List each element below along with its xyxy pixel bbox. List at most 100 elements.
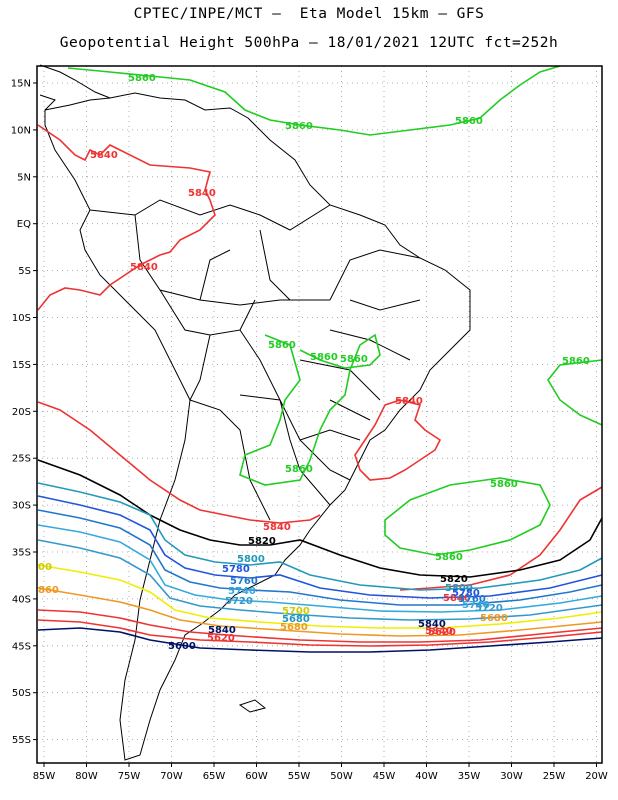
lat-label: EQ <box>17 219 31 230</box>
contour-5740 <box>37 524 603 613</box>
label-5840: 5840 <box>188 188 216 199</box>
lat-label: 55S <box>12 735 31 746</box>
contour-5600 <box>37 627 603 653</box>
label-5840: 5840 <box>130 262 158 273</box>
falkland-islands <box>238 699 267 713</box>
lat-lon-grid <box>37 66 602 763</box>
label-5840: 5840 <box>263 522 291 533</box>
label-5720: 5720 <box>225 596 253 607</box>
label-5620: 5620 <box>428 627 456 638</box>
lat-label: 5S <box>18 266 31 277</box>
label-5740: 5740 <box>228 586 256 597</box>
contour-5860-central <box>239 333 381 486</box>
label-5860: 5860 <box>310 352 338 363</box>
lon-label: 85W <box>33 771 56 782</box>
map-frame <box>36 65 603 764</box>
contour-5860-atlantic-high <box>384 477 551 556</box>
label-5860: 5860 <box>285 464 313 475</box>
title-line-2: Geopotential Height 500hPa – 18/01/2021 … <box>59 35 559 51</box>
contour-lines <box>37 65 603 653</box>
latitude-labels: 15N 10N 5N EQ 5S 10S 15S 20S 25S 30S 35S 40S 45S 50S 5… <box>11 79 37 746</box>
lat-label: 40S <box>12 594 31 605</box>
contour-5840-southeast <box>354 399 442 481</box>
label-5800: 5800 <box>237 554 265 565</box>
lat-label: 35S <box>12 548 31 559</box>
label-5840: 5840 <box>90 150 118 161</box>
contour-5720 <box>37 539 603 621</box>
lat-label: 15N <box>11 79 31 90</box>
label-5680: 5680 <box>282 614 310 625</box>
label-5720: 5720 <box>475 603 503 614</box>
contour-5860-east <box>547 359 603 426</box>
label-5840: 5840 <box>443 593 471 604</box>
label-5840: 5840 <box>418 619 446 630</box>
lat-label: 10S <box>12 313 31 324</box>
lon-label: 45W <box>373 771 396 782</box>
label-5820: 5820 <box>440 574 468 585</box>
lon-label: 65W <box>203 771 226 782</box>
label-5680: 5680 <box>280 622 308 633</box>
lat-label: 15S <box>12 360 31 371</box>
lon-label: 20W <box>585 771 608 782</box>
contour-5760 <box>37 509 603 606</box>
lat-label: 25S <box>12 454 31 465</box>
lon-label: 75W <box>118 771 141 782</box>
label-5680: 5680 <box>480 613 508 624</box>
lon-label: 80W <box>75 771 98 782</box>
lat-label: 30S <box>12 501 31 512</box>
label-5820: 5820 <box>248 536 276 547</box>
contour-5860-north <box>67 65 561 136</box>
contour-5620 <box>37 619 603 647</box>
contour-5780 <box>37 495 603 599</box>
label-5840: 5840 <box>425 626 453 637</box>
contour-5700 <box>37 564 603 629</box>
label-5620: 5620 <box>207 633 235 644</box>
label-5860: 5860 <box>128 73 156 84</box>
south-america-coastline <box>44 92 471 761</box>
label-5840: 5840 <box>208 625 236 636</box>
title-line-1: CPTEC/INPE/MCT – Eta Model 15km – GFS <box>133 6 485 22</box>
label-5860: 5860 <box>562 356 590 367</box>
lon-label: 50W <box>330 771 353 782</box>
lon-label: 30W <box>500 771 523 782</box>
lon-label: 60W <box>245 771 268 782</box>
label-5860: 5860 <box>340 354 368 365</box>
label-5860: 5860 <box>435 552 463 563</box>
lon-label: 70W <box>160 771 183 782</box>
label-5860: 5860 <box>490 479 518 490</box>
label-5860: 5860 <box>285 121 313 132</box>
label-5680: 860 <box>38 585 59 596</box>
country-borders <box>89 199 361 521</box>
label-5860: 5860 <box>268 340 296 351</box>
label-5740: 5740 <box>462 600 490 611</box>
contour-5640 <box>37 609 603 643</box>
contour-5840-east <box>399 486 603 591</box>
label-5600: 5600 <box>168 641 196 652</box>
label-5760: 5760 <box>458 594 486 605</box>
contour-5840-north <box>37 124 216 311</box>
label-5700: 00 <box>38 562 52 573</box>
lon-label: 25W <box>543 771 566 782</box>
lat-label: 10N <box>11 125 31 136</box>
contour-5680 <box>37 587 603 637</box>
label-5780: 5780 <box>222 564 250 575</box>
lon-label: 40W <box>415 771 438 782</box>
lat-label: 20S <box>12 407 31 418</box>
label-5760: 5760 <box>230 576 258 587</box>
longitude-labels: 85W 80W 75W 70W 65W 60W 55W 50W 45W 40W 35W 30W 25W 2… <box>33 763 608 782</box>
label-5840: 5840 <box>395 396 423 407</box>
label-5700: 5700 <box>282 606 310 617</box>
contour-5800 <box>37 482 603 591</box>
lat-label: 50S <box>12 688 31 699</box>
contour-5840-main <box>37 401 321 524</box>
label-5800: 5800 <box>445 583 473 594</box>
lon-label: 35W <box>458 771 481 782</box>
label-5780: 5780 <box>452 588 480 599</box>
label-5860: 5860 <box>455 116 483 127</box>
central-america-coastline <box>39 64 111 111</box>
brazil-states <box>259 229 421 421</box>
lat-label: 45S <box>12 641 31 652</box>
continent-outline <box>39 64 471 761</box>
lat-label: 5N <box>17 172 31 183</box>
